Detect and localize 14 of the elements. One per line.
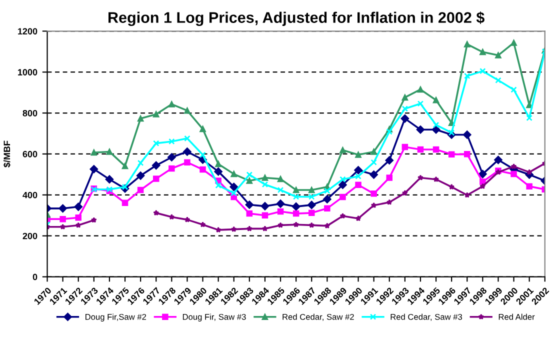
legend-label: Red Cedar, Saw #3 (390, 314, 462, 321)
legend-label: Doug Fir,Saw #2 (86, 314, 146, 322)
y-tick-label: 600 (22, 150, 38, 158)
y-tick-label: 800 (22, 110, 38, 116)
legend-label: Red Alder (498, 314, 535, 320)
y-tick-label: 1200 (18, 28, 38, 34)
y-tick-label: 200 (22, 232, 38, 240)
legend-label: Doug Fir, Saw #3 (182, 314, 246, 322)
chart-title: Region 1 Log Prices, Adjusted for Inflation in 2002 $ (108, 11, 484, 26)
y-axis-title: $/MBF (3, 140, 11, 168)
y-tick-label: 1000 (18, 69, 38, 76)
y-tick-label: 0 (32, 274, 38, 280)
y-tick-label: 400 (22, 192, 38, 198)
legend-label: Red Cedar, Saw #2 (282, 314, 354, 321)
